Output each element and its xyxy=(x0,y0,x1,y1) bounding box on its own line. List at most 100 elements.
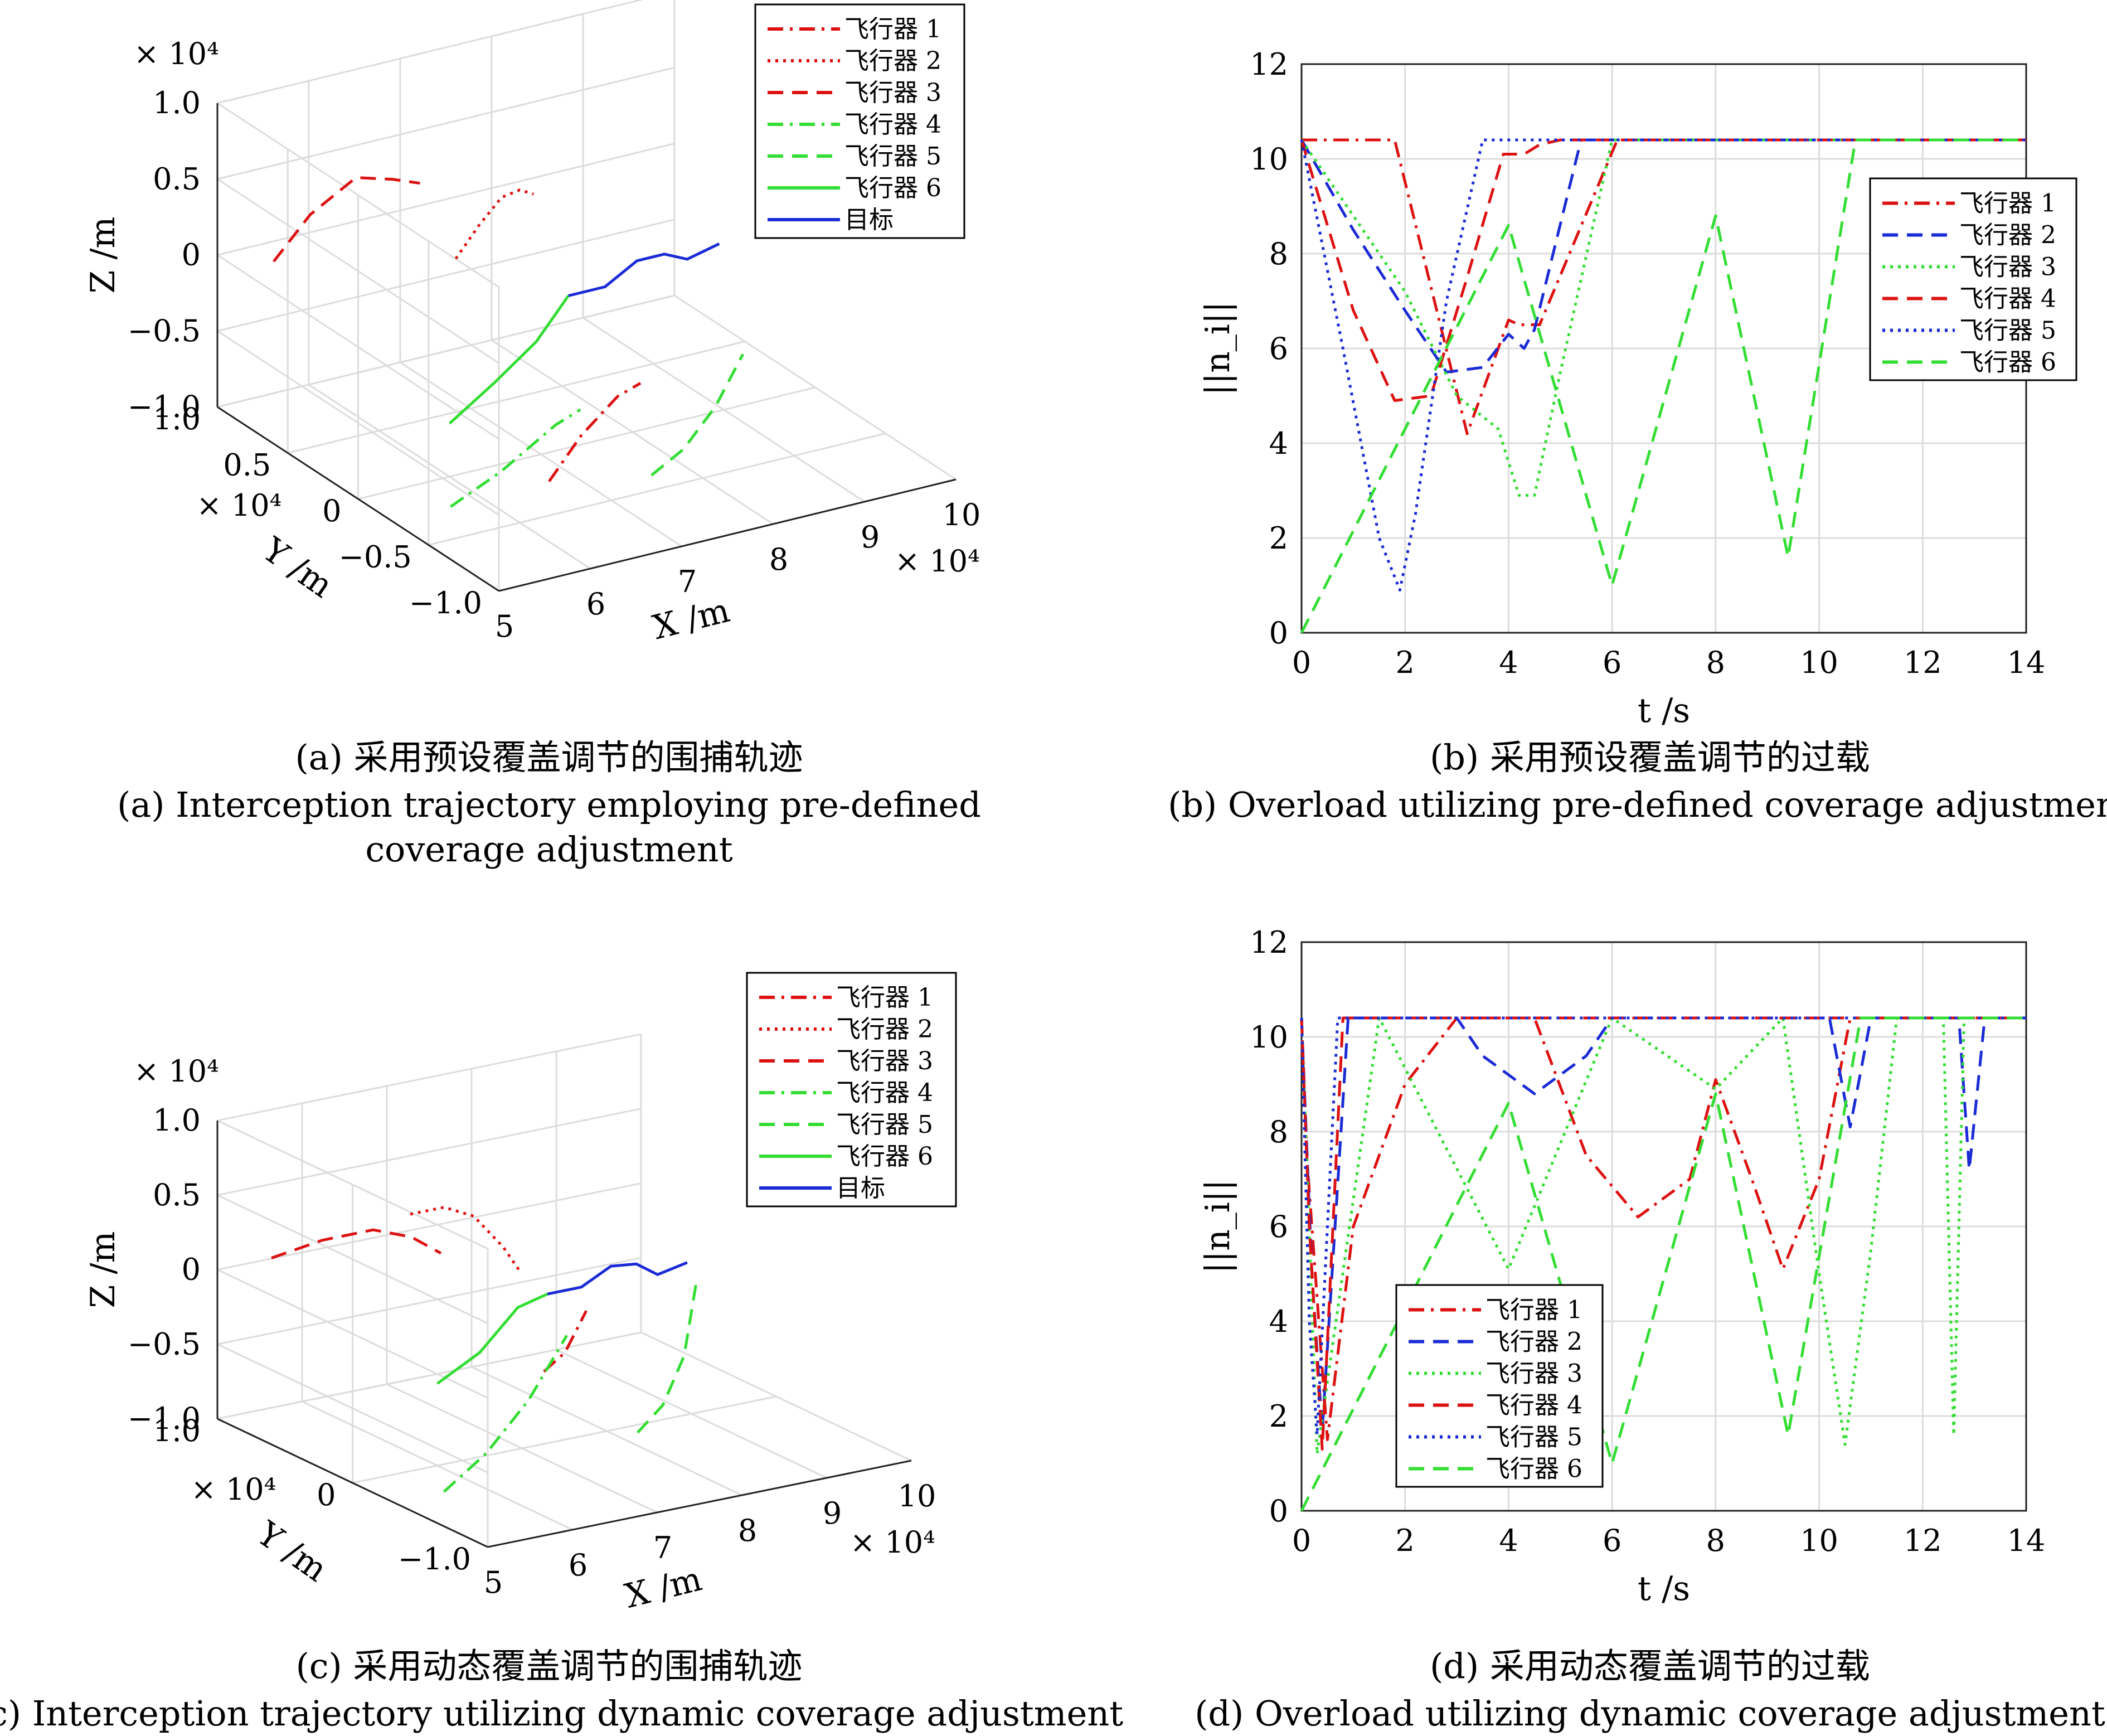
y-axis-line xyxy=(217,1418,488,1548)
y-tick-label: 1.0 xyxy=(153,1413,201,1448)
legend-label: 飞行器 3 xyxy=(1959,253,2056,282)
legend-label: 飞行器 5 xyxy=(1959,317,2056,345)
x-tick-label: 8 xyxy=(769,542,788,577)
z-exponent-label: × 10⁴ xyxy=(134,1054,219,1089)
z-tick-label: −0.5 xyxy=(128,313,201,348)
series-line-vehicle-1 xyxy=(1302,138,2026,435)
legend-label: 飞行器 1 xyxy=(1485,1296,1582,1325)
x-tick-label: 14 xyxy=(2007,1523,2046,1558)
x-tick-label: 8 xyxy=(738,1513,757,1548)
x-tick-label: 10 xyxy=(898,1478,936,1514)
y-tick-label: 4 xyxy=(1269,1304,1288,1339)
x-tick-label: 4 xyxy=(1499,645,1518,680)
y-tick-label: 0 xyxy=(1269,1493,1288,1529)
y-tick-label: 2 xyxy=(1269,521,1288,556)
backwall-grid-z xyxy=(217,1108,642,1196)
z-tick-label: −1.0 xyxy=(128,1401,201,1436)
legend-label: 飞行器 2 xyxy=(1959,221,2056,250)
trajectory-vehicle-6 xyxy=(436,1292,548,1385)
y-tick-label: 6 xyxy=(1269,1209,1288,1244)
caption-b-cn: (b) 采用预设覆盖调节的过载 xyxy=(1430,737,1870,778)
x-tick-label: 10 xyxy=(1800,1523,1838,1558)
x-tick-label: 5 xyxy=(484,1565,503,1600)
x-tick-label: 2 xyxy=(1396,1523,1415,1558)
legend-box xyxy=(746,972,957,1208)
backwall-grid-z xyxy=(217,1182,642,1271)
series-line-vehicle-6 xyxy=(1300,1016,2026,1512)
y-tick-label: 12 xyxy=(1250,47,1288,82)
floor-grid-y xyxy=(352,1395,776,1484)
y-axis-line xyxy=(217,406,499,592)
x-tick-label: 6 xyxy=(569,1548,588,1583)
legend-label: 飞行器 4 xyxy=(844,110,941,139)
x-tick-label: 12 xyxy=(1904,645,1942,680)
y-tick-label: 0 xyxy=(1269,615,1288,651)
series-line-vehicle-3 xyxy=(1300,1016,2026,1456)
y-tick-label: 6 xyxy=(1269,331,1288,366)
x-tick-label: 7 xyxy=(653,1530,672,1565)
x-tick-label: 2 xyxy=(1396,645,1415,680)
trajectory-vehicle-6 xyxy=(448,295,570,425)
legend-label: 飞行器 2 xyxy=(844,47,941,75)
legend-label: 目标 xyxy=(844,206,894,234)
y-tick-label: 10 xyxy=(1250,142,1288,177)
y-tick-label: 0 xyxy=(317,1477,336,1512)
x-tick-label: 5 xyxy=(495,609,514,644)
caption-d-en: (d) Overload utilizing dynamic coverage … xyxy=(1195,1693,2105,1734)
floor-grid-y xyxy=(287,341,745,454)
x-axis-line xyxy=(498,478,957,592)
legend-label: 飞行器 6 xyxy=(836,1142,933,1171)
x-tick-label: 0 xyxy=(1292,645,1311,680)
x-tick-label: 8 xyxy=(1706,645,1725,680)
x-tick-label: 10 xyxy=(943,497,981,532)
sidewall-grid-z xyxy=(217,1343,488,1473)
legend-label: 飞行器 3 xyxy=(836,1047,933,1075)
z-tick-label: −0.5 xyxy=(128,1326,201,1361)
sidewall-grid-z xyxy=(217,102,499,288)
trajectory-vehicle-5 xyxy=(650,353,745,477)
z-axis-label: Z /m xyxy=(84,217,123,294)
z-tick-label: 0.5 xyxy=(153,161,201,196)
series-line-vehicle-2 xyxy=(1300,138,2026,374)
trajectory-vehicle-5 xyxy=(636,1278,698,1434)
legend-box xyxy=(1869,177,2077,381)
legend-label: 飞行器 3 xyxy=(844,79,941,107)
y-tick-label: 0.5 xyxy=(223,448,271,483)
x-exponent-label: × 10⁴ xyxy=(895,544,980,579)
backwall-grid-z xyxy=(217,1331,642,1420)
legend-label: 飞行器 2 xyxy=(836,1015,933,1044)
x-tick-label: 0 xyxy=(1292,1523,1311,1558)
series-line-vehicle-4 xyxy=(1300,138,2026,402)
x-axis-label: t /s xyxy=(1638,691,1690,730)
trajectory-target xyxy=(568,243,720,297)
trajectory-vehicle-2 xyxy=(410,1206,520,1271)
legend-label: 飞行器 6 xyxy=(1959,348,2056,377)
y-tick-label: 10 xyxy=(1250,1020,1288,1055)
series-line-vehicle-5 xyxy=(1300,138,2026,591)
x-tick-label: 6 xyxy=(1603,1523,1621,1558)
x-axis-line xyxy=(487,1459,912,1548)
z-tick-label: 0.5 xyxy=(153,1177,201,1213)
panel-d-overload-chart: 0 2 4 6 8 10 12 14 0 2 4 6 8 10 12 t /s ||n_i|| 飞行器 1 飞行器 … xyxy=(1198,925,2045,1608)
y-tick-label: −1.0 xyxy=(409,585,482,620)
y-tick-label: 8 xyxy=(1269,1114,1288,1150)
caption-a-en-line1: (a) Interception trajectory employing pr… xyxy=(117,784,981,825)
series-line-vehicle-6 xyxy=(1300,138,2026,634)
y-axis-label: ||n_i|| xyxy=(1198,302,1237,396)
series-line-vehicle-4 xyxy=(1300,1016,2026,1451)
z-exponent-label: × 10⁴ xyxy=(134,36,219,71)
y-tick-label: 4 xyxy=(1269,426,1288,461)
caption-d-cn: (d) 采用动态覆盖调节的过载 xyxy=(1430,1646,1870,1686)
legend-label: 飞行器 4 xyxy=(1959,285,2056,313)
legend-box xyxy=(754,3,965,239)
caption-c-cn: (c) 采用动态覆盖调节的围捕轨迹 xyxy=(296,1646,803,1686)
y-tick-label: 8 xyxy=(1269,236,1288,271)
x-tick-label: 12 xyxy=(1904,1523,1942,1558)
caption-a-en-line2: coverage adjustment xyxy=(365,829,732,870)
legend-label: 飞行器 4 xyxy=(836,1079,933,1107)
y-tick-label: 0 xyxy=(322,493,341,528)
trajectory-vehicle-1 xyxy=(543,1310,588,1373)
caption-b-en: (b) Overload utilizing pre-defined cover… xyxy=(1168,784,2107,825)
